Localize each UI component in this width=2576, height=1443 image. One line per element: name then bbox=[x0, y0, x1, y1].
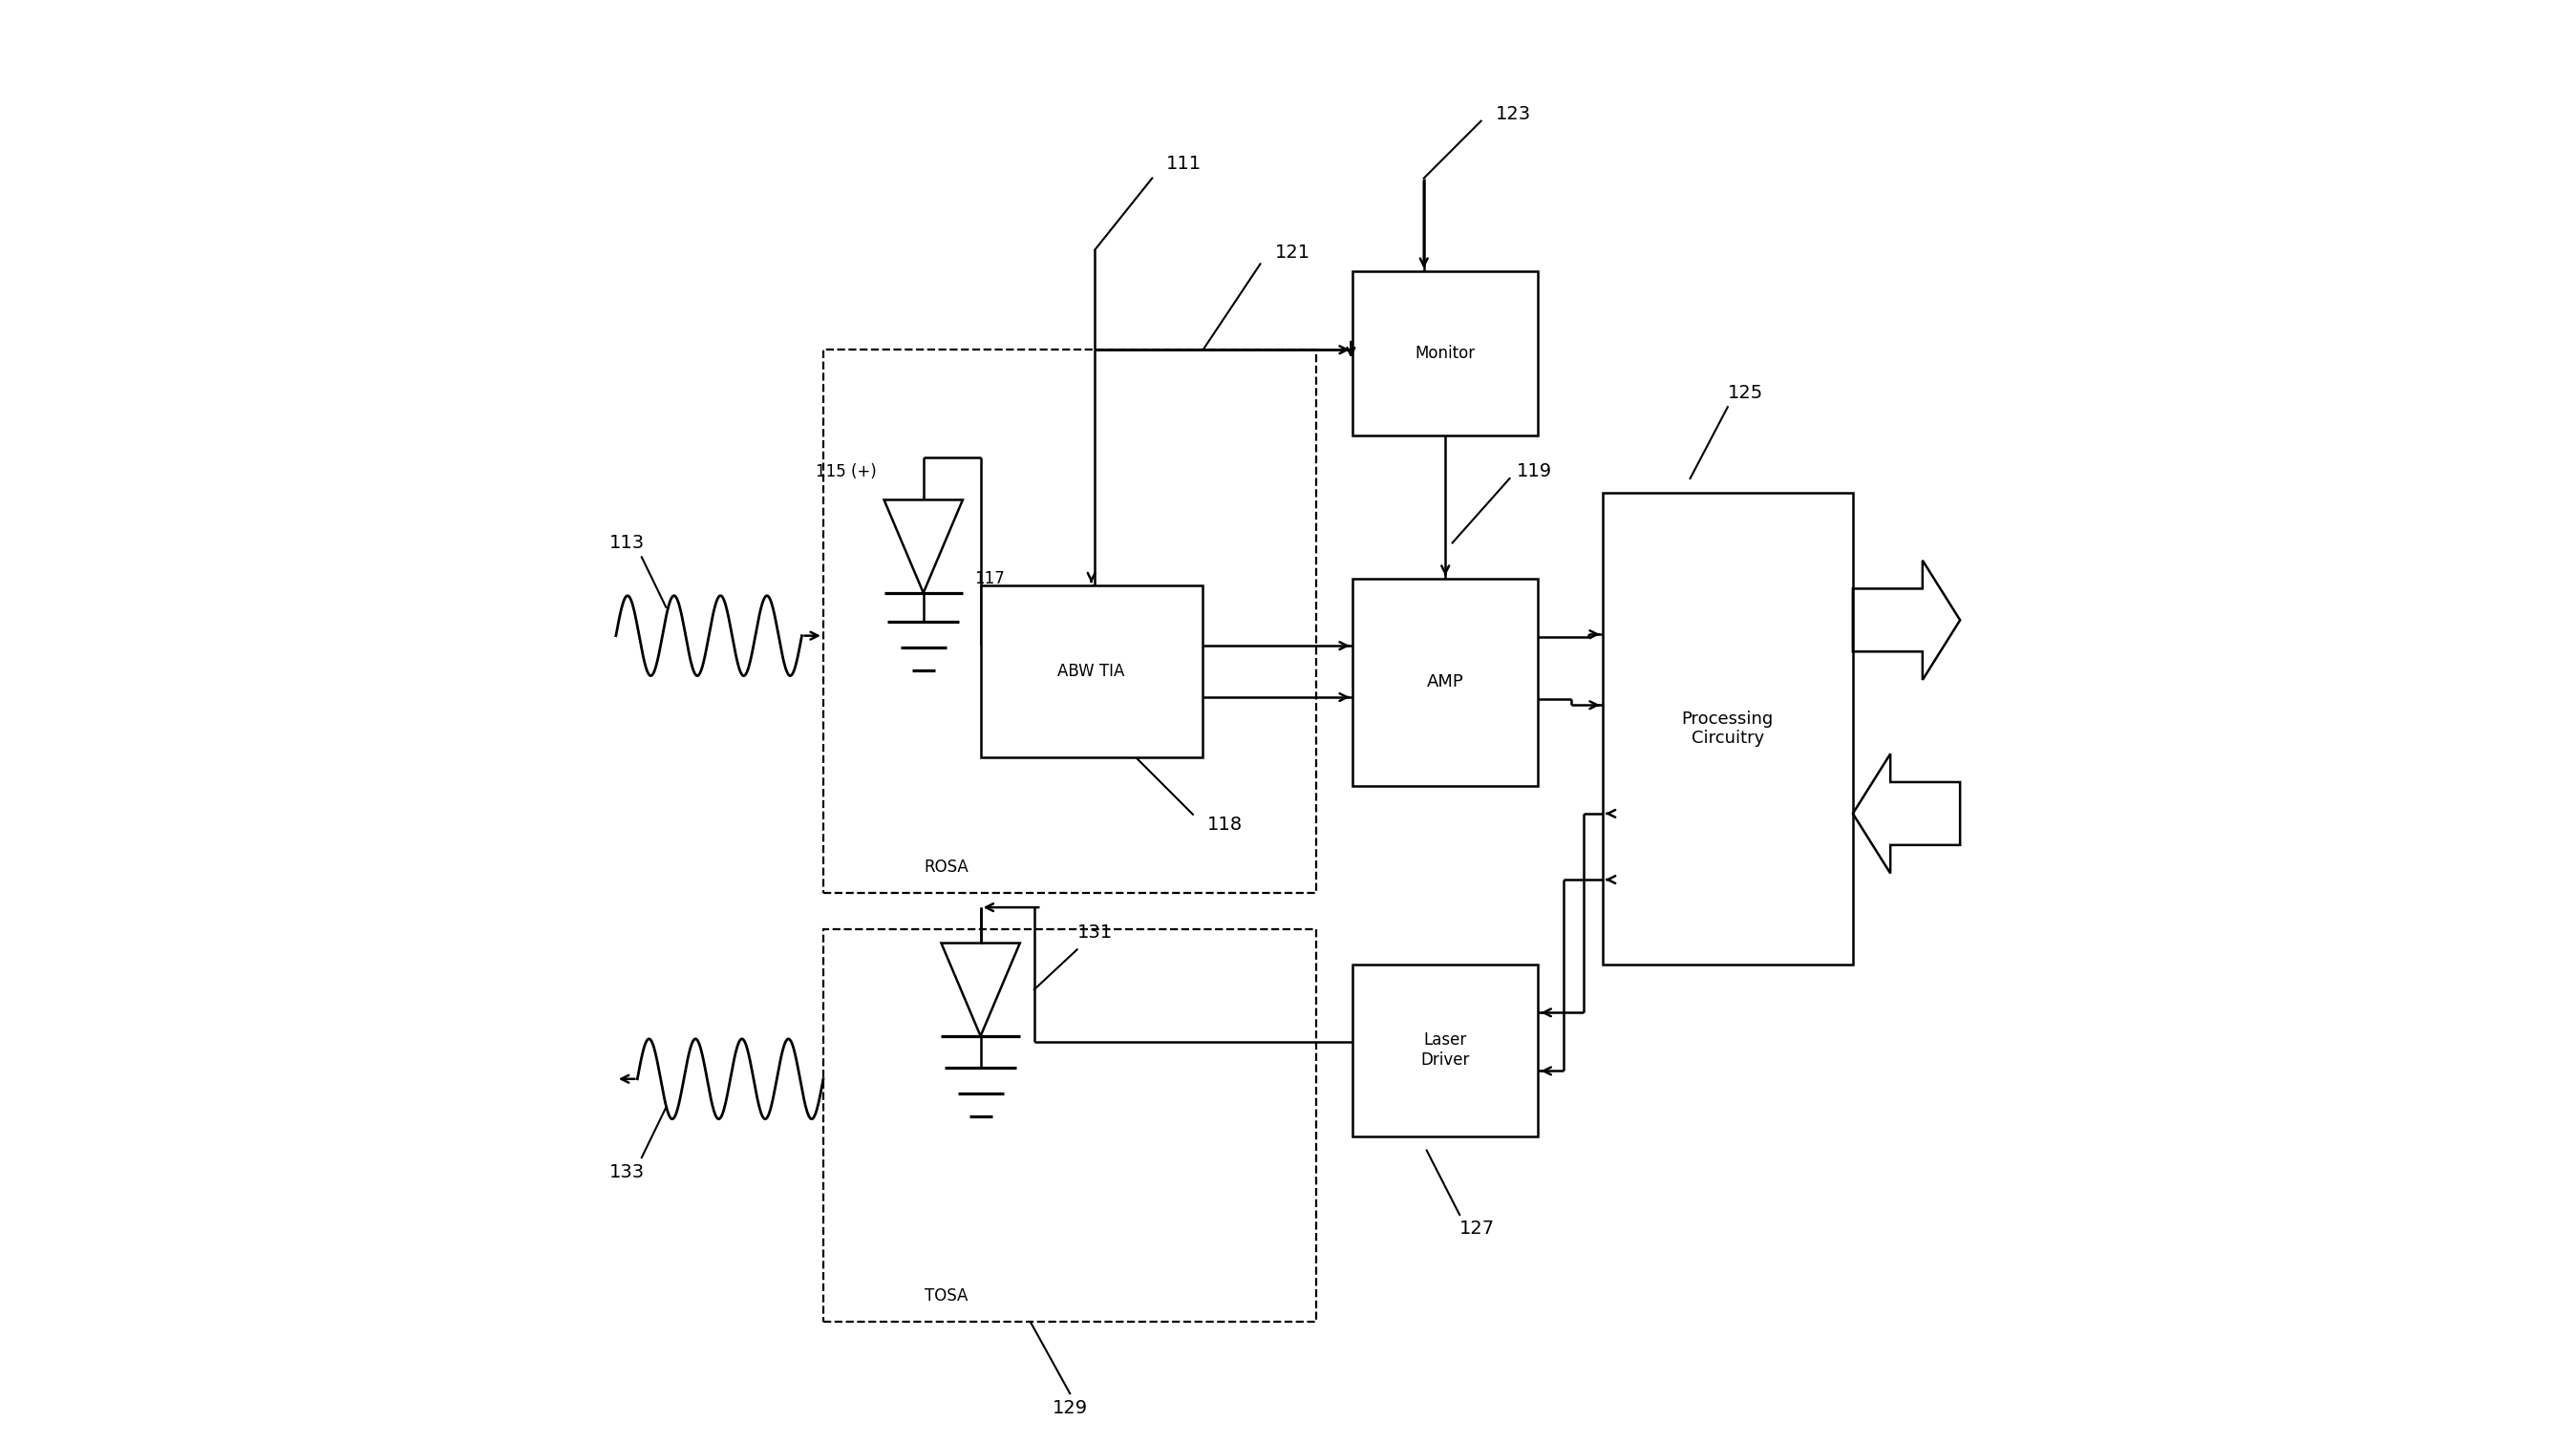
Text: ABW TIA: ABW TIA bbox=[1059, 662, 1126, 680]
Bar bbox=[824, 929, 1316, 1322]
Text: AMP: AMP bbox=[1427, 674, 1463, 691]
Text: 117: 117 bbox=[974, 570, 1005, 587]
Text: 123: 123 bbox=[1494, 105, 1530, 123]
Text: 121: 121 bbox=[1275, 244, 1311, 261]
Text: 115 (+): 115 (+) bbox=[817, 463, 876, 481]
Bar bbox=[1352, 579, 1538, 786]
Text: 111: 111 bbox=[1167, 154, 1203, 173]
Text: 125: 125 bbox=[1728, 384, 1765, 401]
Text: Laser
Driver: Laser Driver bbox=[1422, 1032, 1471, 1069]
Text: 131: 131 bbox=[1077, 924, 1113, 941]
Text: 129: 129 bbox=[1051, 1398, 1087, 1417]
Text: 133: 133 bbox=[611, 1163, 644, 1180]
Bar bbox=[1352, 964, 1538, 1136]
Text: 118: 118 bbox=[1208, 815, 1242, 834]
Text: TOSA: TOSA bbox=[925, 1287, 969, 1304]
Text: 113: 113 bbox=[611, 534, 644, 551]
Bar bbox=[981, 586, 1203, 758]
Text: Monitor: Monitor bbox=[1414, 345, 1476, 362]
Text: Processing
Circuitry: Processing Circuitry bbox=[1682, 710, 1775, 747]
Text: 127: 127 bbox=[1461, 1219, 1494, 1238]
Text: 119: 119 bbox=[1517, 462, 1553, 481]
Bar bbox=[1352, 271, 1538, 436]
Text: ROSA: ROSA bbox=[925, 859, 969, 876]
Bar bbox=[824, 349, 1316, 893]
Bar bbox=[1602, 492, 1852, 964]
